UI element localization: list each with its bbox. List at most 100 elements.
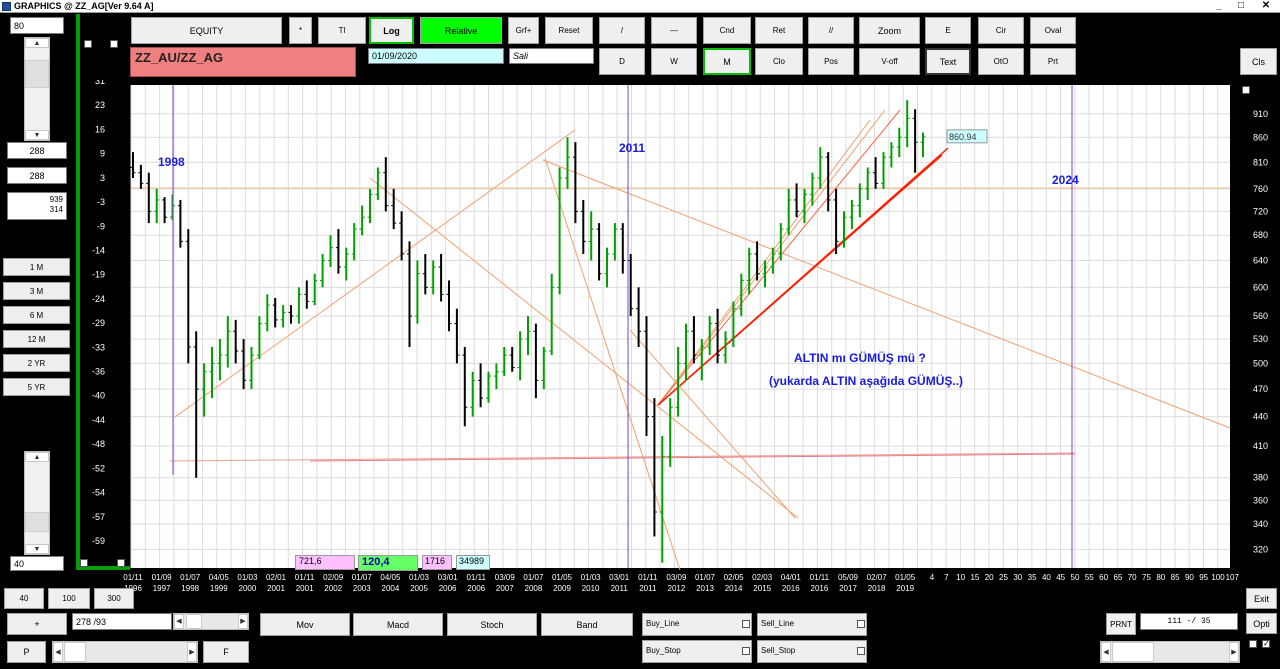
parallel-tool-button[interactable]: // xyxy=(808,17,854,44)
hline-tool-button[interactable]: — xyxy=(651,17,697,44)
value-box-3: 939 314 xyxy=(7,192,67,220)
scroll-right-icon[interactable]: ▶ xyxy=(238,614,248,629)
ret-button[interactable]: Ret xyxy=(755,17,803,44)
period-button-6m[interactable]: 6 M xyxy=(3,306,70,324)
right-tick-label: 320 xyxy=(1253,544,1268,554)
buy-stop-checkbox[interactable] xyxy=(742,647,750,655)
clo-button[interactable]: Clo xyxy=(755,48,803,75)
oto-button[interactable]: OtO xyxy=(978,48,1024,75)
prnt-button[interactable]: PRNT xyxy=(1106,613,1136,635)
sell-line-toggle[interactable]: Sell_Line xyxy=(757,613,867,636)
x-tick-label: 05/09 xyxy=(838,573,859,582)
left-tick-label: -3 xyxy=(97,197,105,207)
buy-stop-toggle[interactable]: Buy_Stop xyxy=(642,640,752,663)
line-tool-button[interactable]: / xyxy=(599,17,645,44)
pos-button[interactable]: Pos xyxy=(808,48,854,75)
star-button[interactable]: * xyxy=(289,17,312,44)
close-button[interactable]: ✕ xyxy=(1261,0,1271,11)
scroll-thumb-2[interactable] xyxy=(25,512,49,532)
period-button-1m[interactable]: 1 M xyxy=(3,258,70,276)
scroll-left-icon[interactable]: ◀ xyxy=(174,614,184,629)
log-button[interactable]: Log xyxy=(369,17,414,44)
scroll-up-icon[interactable]: ▲ xyxy=(25,38,49,48)
bottom-right-checkbox-2[interactable]: ✓ xyxy=(1262,639,1270,648)
trend-line xyxy=(169,452,1076,462)
x-tick-label: 01/05 xyxy=(895,573,916,582)
scroll-right-icon-2[interactable]: ▶ xyxy=(187,642,197,662)
date-field[interactable]: 01/09/2020 xyxy=(368,48,504,64)
text-button[interactable]: Text xyxy=(925,48,971,75)
bars-300-button[interactable]: 300 xyxy=(94,588,134,609)
cnd-button[interactable]: Cnd xyxy=(703,17,751,44)
scroll-down-icon-2[interactable]: ▼ xyxy=(25,544,49,554)
x-tick-label: 01/03 xyxy=(581,573,602,582)
horizontal-scroll-thumb-top[interactable] xyxy=(186,614,202,629)
cls-button[interactable]: Cls xyxy=(1240,48,1277,75)
x-tick-year: 1998 xyxy=(181,584,199,593)
period-button-5yr[interactable]: 5 YR xyxy=(3,378,70,396)
weekly-button[interactable]: W xyxy=(651,48,697,75)
exit-button[interactable]: Exit xyxy=(1246,588,1277,609)
scroll-up-icon-2[interactable]: ▲ xyxy=(25,452,49,462)
top-left-checkbox-2[interactable] xyxy=(110,40,118,48)
band-button[interactable]: Band xyxy=(541,613,633,636)
x-tick-future: 25 xyxy=(999,573,1008,582)
relative-button[interactable]: Relative xyxy=(420,17,502,44)
top-value-field[interactable]: 80 xyxy=(10,17,64,34)
p-button[interactable]: P xyxy=(7,641,46,663)
equity-button[interactable]: EQUITY xyxy=(131,17,282,44)
top-left-checkbox-1[interactable] xyxy=(84,40,92,48)
oval-button[interactable]: Oval xyxy=(1030,17,1076,44)
scroll-left-icon-3[interactable]: ◀ xyxy=(1101,642,1111,662)
cir-button[interactable]: Cir xyxy=(978,17,1024,44)
maximize-button[interactable]: □ xyxy=(1237,0,1245,11)
daily-button[interactable]: D xyxy=(599,48,645,75)
day-field[interactable]: Sali xyxy=(509,48,594,64)
bottom-right-checkbox-1[interactable] xyxy=(1249,640,1257,648)
right-top-checkbox[interactable] xyxy=(1242,86,1250,94)
reset-button[interactable]: Reset xyxy=(545,17,593,44)
scroll-down-icon[interactable]: ▼ xyxy=(25,130,49,140)
buy-line-checkbox[interactable] xyxy=(742,620,750,628)
v-off-button[interactable]: V-off xyxy=(859,48,920,75)
mov-button[interactable]: Mov xyxy=(260,613,350,636)
frame-green-bottom xyxy=(76,566,130,570)
sell-stop-toggle[interactable]: Sell_Stop xyxy=(757,640,867,663)
x-tick-future: 30 xyxy=(1013,573,1022,582)
opti-button[interactable]: Opti xyxy=(1246,613,1277,634)
scroll-left-icon-2[interactable]: ◀ xyxy=(53,642,63,662)
f-button[interactable]: F xyxy=(203,641,249,663)
horizontal-scroll-thumb-bottom[interactable] xyxy=(64,642,86,662)
monthly-button[interactable]: M xyxy=(703,48,751,75)
horizontal-scroll-thumb-right[interactable] xyxy=(1112,642,1154,662)
grf-plus-button[interactable]: Grf+ xyxy=(508,17,539,44)
value-box-3-line2: 314 xyxy=(49,205,63,214)
horizontal-scrollbar-bottom[interactable] xyxy=(52,641,198,663)
e-button[interactable]: E xyxy=(925,17,971,44)
period-button-3m[interactable]: 3 M xyxy=(3,282,70,300)
top-vertical-scrollbar[interactable] xyxy=(24,37,50,141)
scroll-right-icon-3[interactable]: ▶ xyxy=(1229,642,1239,662)
bars-100-button[interactable]: 100 xyxy=(48,588,90,609)
minimize-button[interactable]: _ xyxy=(1216,0,1222,11)
x-tick-year: 2004 xyxy=(382,584,400,593)
bottom-value-field[interactable]: 40 xyxy=(10,556,64,571)
bottom-vertical-scrollbar[interactable] xyxy=(24,451,50,555)
counter-field: 278 /93 xyxy=(72,613,172,630)
buy-line-toggle[interactable]: Buy_Line xyxy=(642,613,752,636)
sell-line-checkbox[interactable] xyxy=(857,620,865,628)
plus-button[interactable]: + xyxy=(7,613,67,635)
scroll-thumb[interactable] xyxy=(25,60,49,88)
trend-line xyxy=(629,329,796,519)
zoom-button[interactable]: Zoom xyxy=(859,17,920,44)
bottom-left-checkbox-1[interactable] xyxy=(80,559,88,567)
sell-stop-checkbox[interactable] xyxy=(857,647,865,655)
period-button-2yr[interactable]: 2 YR xyxy=(3,354,70,372)
prt-button[interactable]: Prt xyxy=(1030,48,1076,75)
tl-button[interactable]: Tl xyxy=(318,17,366,44)
bottom-left-checkbox-2[interactable] xyxy=(117,559,125,567)
macd-button[interactable]: Macd xyxy=(353,613,443,636)
period-button-12m[interactable]: 12 M xyxy=(3,330,70,348)
stoch-button[interactable]: Stoch xyxy=(447,613,537,636)
bars-40-button[interactable]: 40 xyxy=(4,588,44,609)
